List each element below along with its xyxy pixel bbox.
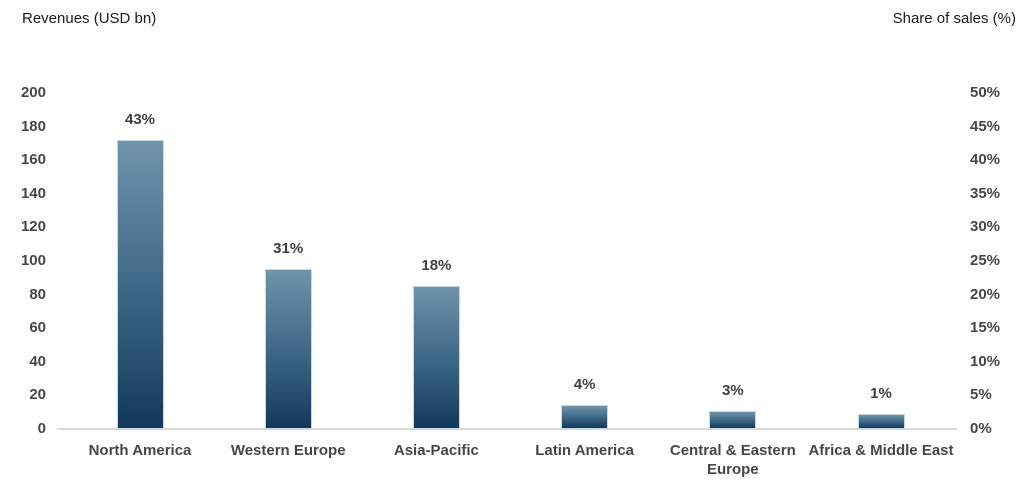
left-axis-tick: 200 (20, 84, 46, 101)
right-axis-tick: 30% (970, 218, 1001, 236)
x-axis-label-asia-pacific: Asia-Pacific (393, 442, 479, 459)
bar-value-label-north-america: 43% (124, 111, 156, 129)
bar-asia-pacific (412, 286, 460, 429)
bar-africa-middle-east (857, 413, 905, 429)
right-axis-title: Share of sales (%) (892, 10, 1016, 27)
left-axis-title: Revenues (USD bn) (22, 10, 157, 27)
left-axis-tick: 20 (29, 386, 46, 404)
bar-value-label-asia-pacific: 18% (421, 257, 452, 275)
x-axis-label-latin-america: Latin America (535, 442, 634, 459)
right-axis-tick: 20% (970, 285, 1001, 303)
right-axis-tick: 0% (970, 420, 992, 437)
left-axis-tick: 0 (37, 420, 46, 437)
x-axis-baseline (57, 428, 957, 430)
x-axis-label-north-america: North America (88, 442, 192, 459)
right-axis-tick: 35% (970, 184, 1001, 202)
bar-value-label-central-eastern-europe: 3% (721, 381, 744, 399)
left-axis-tick: 120 (20, 218, 46, 236)
right-axis-tick: 50% (970, 84, 1001, 101)
left-axis-tick: 140 (20, 184, 46, 202)
bar-value-label-latin-america: 4% (573, 376, 596, 394)
left-axis-tick: 40 (29, 352, 46, 370)
bar-value-label-western-europe: 31% (273, 240, 304, 258)
right-axis-tick: 10% (970, 352, 1001, 370)
left-axis-tick: 100 (20, 252, 46, 269)
bar-latin-america (561, 405, 609, 429)
x-axis-label-africa-middle-east: Africa & Middle East (808, 442, 954, 459)
left-axis-tick: 180 (20, 117, 46, 135)
bar-value-label-africa-middle-east: 1% (870, 384, 892, 402)
right-axis-tick: 40% (970, 151, 1001, 169)
bar-north-america (116, 140, 164, 429)
bar-western-europe (264, 269, 312, 429)
left-axis-tick: 60 (29, 319, 46, 337)
bar-central-eastern-europe (709, 410, 757, 429)
right-axis-tick: 45% (970, 117, 1001, 135)
x-axis-label-central-eastern-europe: Central & Eastern Europe (669, 442, 796, 478)
right-axis-tick: 5% (970, 386, 992, 404)
right-axis-tick: 25% (970, 252, 1001, 269)
x-axis-label-western-europe: Western Europe (230, 442, 346, 459)
left-axis-tick: 160 (20, 151, 46, 169)
right-axis-tick: 15% (970, 319, 1001, 337)
left-axis-tick: 80 (29, 285, 46, 303)
